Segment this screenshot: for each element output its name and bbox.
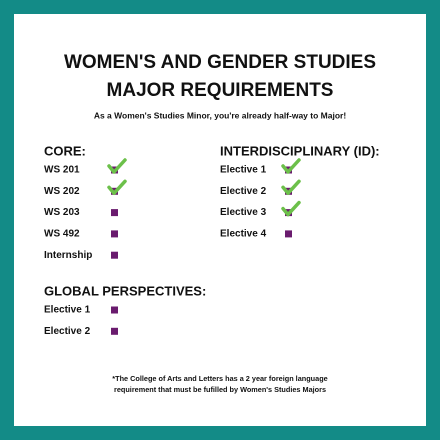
item-label: Internship bbox=[44, 250, 92, 261]
checkmark bbox=[281, 179, 301, 196]
section-heading: CORE: bbox=[44, 143, 86, 158]
footnote: requirement that must be fufilled by Wom… bbox=[114, 385, 326, 394]
footnote: *The College of Arts and Letters has a 2… bbox=[112, 374, 327, 383]
item-label: Elective 2 bbox=[44, 326, 91, 337]
title: MAJOR REQUIREMENTS bbox=[107, 80, 334, 101]
item-label: Elective 1 bbox=[44, 305, 91, 316]
checkmark bbox=[281, 158, 301, 174]
checkmark bbox=[281, 200, 301, 217]
checkmark bbox=[107, 158, 127, 174]
item-label: WS 202 bbox=[44, 186, 80, 197]
checkbox bbox=[111, 327, 118, 335]
item-label: WS 203 bbox=[44, 207, 80, 218]
section-heading: GLOBAL PERSPECTIVES: bbox=[44, 283, 206, 298]
item-label: Elective 1 bbox=[220, 165, 267, 176]
panel bbox=[14, 14, 426, 426]
checkmark bbox=[107, 179, 127, 196]
item-label: Elective 3 bbox=[220, 207, 267, 218]
subtitle: As a Women's Studies Minor, you're alrea… bbox=[94, 110, 347, 120]
item-label: Elective 4 bbox=[220, 229, 267, 240]
item-label: WS 492 bbox=[44, 229, 80, 240]
title: WOMEN'S AND GENDER STUDIES bbox=[64, 52, 376, 73]
section-heading: INTERDISCIPLINARY (ID): bbox=[220, 143, 380, 158]
checkbox bbox=[111, 251, 118, 259]
checkbox bbox=[111, 209, 118, 217]
item-label: WS 201 bbox=[44, 165, 80, 176]
checkbox bbox=[111, 306, 118, 314]
item-label: Elective 2 bbox=[220, 186, 267, 197]
checkbox bbox=[111, 230, 118, 238]
checkbox bbox=[285, 230, 292, 238]
